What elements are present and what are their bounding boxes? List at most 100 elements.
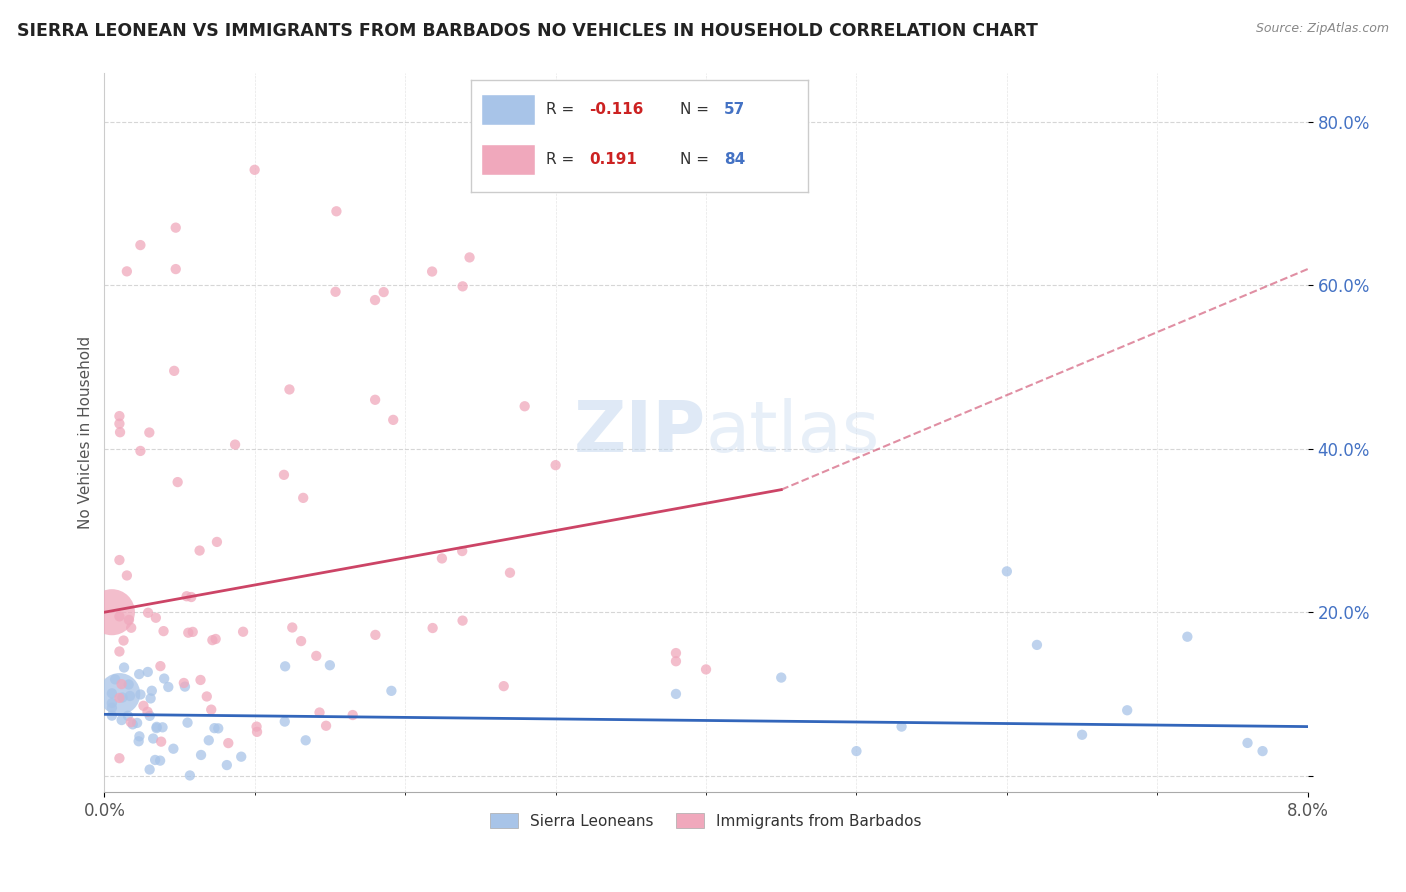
Point [101, 701, 124, 715]
Point [129, 238, 152, 252]
Point [544, 458, 567, 472]
Point [136, 606, 159, 620]
Point [115, 568, 138, 582]
Point [129, 688, 152, 702]
Point [451, 279, 474, 293]
Point [152, 720, 174, 734]
Point [458, 251, 481, 265]
Point [207, 722, 229, 736]
Point [136, 665, 159, 679]
Point [128, 729, 150, 743]
Point [153, 672, 176, 686]
Y-axis label: No Vehicles in Household: No Vehicles in Household [79, 336, 93, 529]
Point [177, 625, 200, 640]
Point [1175, 630, 1198, 644]
Point [111, 690, 134, 705]
Point [145, 721, 167, 735]
Point [176, 715, 198, 730]
Point [149, 659, 172, 673]
Point [110, 677, 132, 691]
Point [845, 744, 868, 758]
Point [132, 698, 155, 713]
Text: atlas: atlas [706, 398, 880, 467]
Point [695, 662, 717, 676]
Point [294, 733, 316, 747]
Point [166, 475, 188, 489]
Point [118, 689, 141, 703]
Point [101, 708, 124, 723]
Point [451, 614, 474, 628]
Point [120, 715, 142, 730]
Point [274, 714, 297, 729]
Point [231, 749, 253, 764]
Point [1116, 703, 1139, 717]
Point [217, 736, 239, 750]
Point [101, 605, 124, 619]
Point [108, 409, 131, 423]
Point [290, 634, 312, 648]
Point [190, 747, 212, 762]
Point [319, 658, 342, 673]
Point [128, 734, 150, 748]
Text: SIERRA LEONEAN VS IMMIGRANTS FROM BARBADOS NO VEHICLES IN HOUSEHOLD CORRELATION : SIERRA LEONEAN VS IMMIGRANTS FROM BARBAD… [17, 22, 1038, 40]
Point [181, 624, 204, 639]
Point [188, 543, 211, 558]
Point [292, 491, 315, 505]
Point [138, 709, 160, 723]
Point [143, 753, 166, 767]
Point [101, 686, 124, 700]
Point [104, 673, 127, 687]
Point [364, 293, 387, 307]
Point [108, 417, 131, 431]
Point [163, 364, 186, 378]
Point [665, 646, 688, 660]
Point [108, 425, 131, 440]
Point [142, 731, 165, 746]
Point [136, 705, 159, 719]
Point [108, 609, 131, 624]
Point [145, 720, 167, 734]
Point [215, 758, 238, 772]
Point [995, 565, 1018, 579]
Point [273, 467, 295, 482]
Point [138, 763, 160, 777]
Point [108, 690, 131, 705]
Point [174, 680, 197, 694]
Point [420, 264, 443, 278]
Point [190, 673, 212, 687]
Point [380, 683, 402, 698]
Point [112, 660, 135, 674]
Point [176, 589, 198, 603]
Point [141, 683, 163, 698]
Point [308, 706, 330, 720]
Point [197, 733, 219, 747]
Point [278, 383, 301, 397]
Point [108, 644, 131, 658]
Point [373, 285, 395, 299]
Point [111, 713, 134, 727]
Point [179, 768, 201, 782]
Point [1251, 744, 1274, 758]
Point [305, 648, 328, 663]
Legend: Sierra Leoneans, Immigrants from Barbados: Sierra Leoneans, Immigrants from Barbado… [484, 806, 928, 835]
Point [342, 708, 364, 723]
Point [890, 720, 912, 734]
Point [120, 621, 142, 635]
Point [145, 611, 167, 625]
Point [364, 392, 387, 407]
Text: ZIP: ZIP [574, 398, 706, 467]
Point [157, 680, 180, 694]
Point [325, 285, 347, 299]
Point [1026, 638, 1049, 652]
Point [281, 620, 304, 634]
Point [200, 703, 222, 717]
Point [139, 691, 162, 706]
Point [118, 677, 141, 691]
Point [1071, 728, 1094, 742]
Point [315, 719, 337, 733]
Point [274, 659, 297, 673]
Point [121, 717, 143, 731]
Point [513, 399, 536, 413]
Point [204, 721, 226, 735]
Point [128, 667, 150, 681]
